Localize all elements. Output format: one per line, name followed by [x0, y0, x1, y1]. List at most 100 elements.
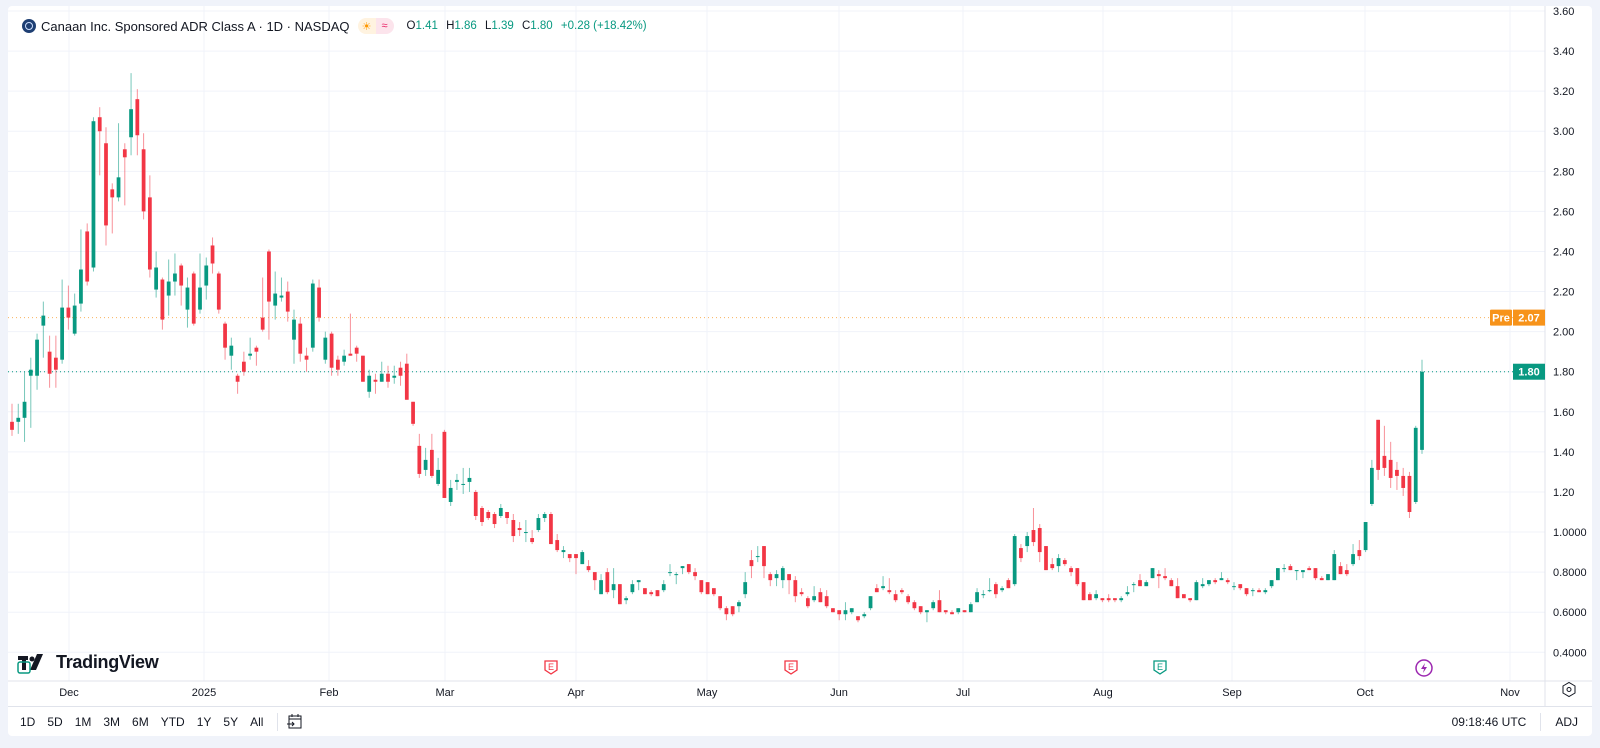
candle-down[interactable] — [191, 273, 196, 324]
candle-up[interactable] — [743, 582, 748, 595]
range-6m[interactable]: 6M — [132, 715, 149, 729]
candle-up[interactable] — [498, 507, 503, 517]
candle-down[interactable] — [235, 375, 240, 382]
candle-up[interactable] — [279, 295, 284, 298]
candle-up[interactable] — [1275, 568, 1280, 581]
candle-down[interactable] — [492, 514, 497, 525]
candle-down[interactable] — [693, 572, 697, 577]
candle-up[interactable] — [1351, 554, 1355, 565]
candle-up[interactable] — [1131, 584, 1136, 586]
candle-down[interactable] — [66, 307, 71, 318]
candle-down[interactable] — [1050, 564, 1055, 569]
candle-down[interactable] — [10, 421, 14, 430]
candle-down[interactable] — [1075, 568, 1080, 585]
candle-up[interactable] — [925, 610, 929, 613]
candle-down[interactable] — [404, 363, 409, 400]
candle-up[interactable] — [1301, 570, 1305, 573]
candle-up[interactable] — [1025, 536, 1030, 547]
candle-down[interactable] — [473, 491, 478, 517]
candle-up[interactable] — [630, 584, 635, 593]
candle-down[interactable] — [1062, 560, 1067, 565]
x-tick-label[interactable]: Aug — [1093, 687, 1113, 699]
candle-up[interactable] — [154, 267, 159, 290]
candle-up[interactable] — [968, 604, 973, 613]
candle-down[interactable] — [1031, 530, 1036, 543]
candle-up[interactable] — [737, 602, 741, 607]
candle-down[interactable] — [799, 592, 804, 595]
candle-down[interactable] — [718, 596, 723, 609]
candle-down[interactable] — [1257, 590, 1261, 593]
candle-up[interactable] — [774, 574, 779, 579]
candle-down[interactable] — [1307, 568, 1312, 571]
range-1y[interactable]: 1Y — [196, 715, 212, 729]
candle-up[interactable] — [22, 401, 27, 418]
candle-up[interactable] — [1263, 590, 1268, 593]
candle-up[interactable] — [1413, 427, 1418, 502]
candle-up[interactable] — [379, 373, 384, 382]
candle-down[interactable] — [348, 353, 353, 356]
candle-down[interactable] — [1357, 550, 1362, 557]
candle-down[interactable] — [1213, 580, 1218, 583]
candle-down[interactable] — [53, 357, 58, 370]
candle-down[interactable] — [141, 149, 146, 212]
candle-down[interactable] — [617, 584, 622, 605]
candle-up[interactable] — [455, 479, 459, 482]
candle-down[interactable] — [730, 606, 735, 615]
candle-up[interactable] — [881, 586, 885, 589]
candle-down[interactable] — [1006, 580, 1011, 589]
candle-down[interactable] — [993, 584, 998, 595]
candle-down[interactable] — [856, 616, 860, 621]
axis-settings-icon[interactable] — [1562, 681, 1576, 698]
candle-down[interactable] — [530, 538, 535, 543]
candle-up[interactable] — [91, 121, 96, 268]
candle-down[interactable] — [1156, 574, 1161, 577]
x-tick-label[interactable]: May — [697, 687, 718, 699]
earnings-marker-icon[interactable] — [1153, 660, 1167, 675]
candle-down[interactable] — [805, 598, 810, 607]
candle-up[interactable] — [849, 608, 854, 613]
candle-up[interactable] — [1094, 594, 1099, 599]
x-tick-label[interactable]: Feb — [320, 687, 339, 699]
range-ytd[interactable]: YTD — [160, 715, 185, 729]
candle-down[interactable] — [110, 189, 115, 198]
candle-down[interactable] — [1388, 459, 1393, 478]
earnings-marker-icon[interactable] — [544, 660, 558, 675]
candle-down[interactable] — [260, 317, 265, 330]
candle-up[interactable] — [611, 584, 616, 591]
candle-down[interactable] — [586, 566, 591, 571]
candle-down[interactable] — [361, 355, 365, 382]
x-tick-label[interactable]: Mar — [436, 687, 455, 699]
calendar-goto-icon[interactable] — [286, 713, 304, 731]
candle-up[interactable] — [680, 566, 685, 569]
candle-down[interactable] — [1344, 570, 1349, 575]
candle-down[interactable] — [887, 590, 892, 593]
candle-down[interactable] — [329, 333, 334, 368]
candle-up[interactable] — [448, 487, 453, 502]
candle-up[interactable] — [812, 596, 817, 601]
candle-up[interactable] — [1250, 590, 1255, 592]
candle-up[interactable] — [1056, 558, 1061, 567]
candle-down[interactable] — [705, 582, 710, 595]
candle-down[interactable] — [1244, 588, 1249, 595]
candle-down[interactable] — [549, 514, 553, 545]
candle-up[interactable] — [1232, 586, 1236, 588]
candle-up[interactable] — [273, 293, 278, 306]
candle-down[interactable] — [398, 367, 403, 376]
candle-down[interactable] — [1181, 594, 1186, 599]
candle-up[interactable] — [755, 556, 760, 558]
candle-up[interactable] — [1282, 568, 1287, 570]
x-tick-label[interactable]: Jul — [956, 687, 970, 699]
candle-down[interactable] — [574, 554, 578, 559]
candle-down[interactable] — [837, 610, 842, 615]
candle-up[interactable] — [868, 596, 873, 609]
x-tick-label[interactable]: Sep — [1222, 687, 1242, 699]
candle-down[interactable] — [1163, 576, 1167, 579]
candle-down[interactable] — [555, 540, 560, 551]
candle-down[interactable] — [906, 596, 911, 603]
candle-up[interactable] — [636, 580, 641, 583]
candle-down[interactable] — [480, 507, 484, 523]
candle-down[interactable] — [831, 608, 835, 613]
candle-up[interactable] — [536, 518, 541, 531]
candle-down[interactable] — [943, 610, 948, 613]
candle-down[interactable] — [298, 323, 303, 354]
